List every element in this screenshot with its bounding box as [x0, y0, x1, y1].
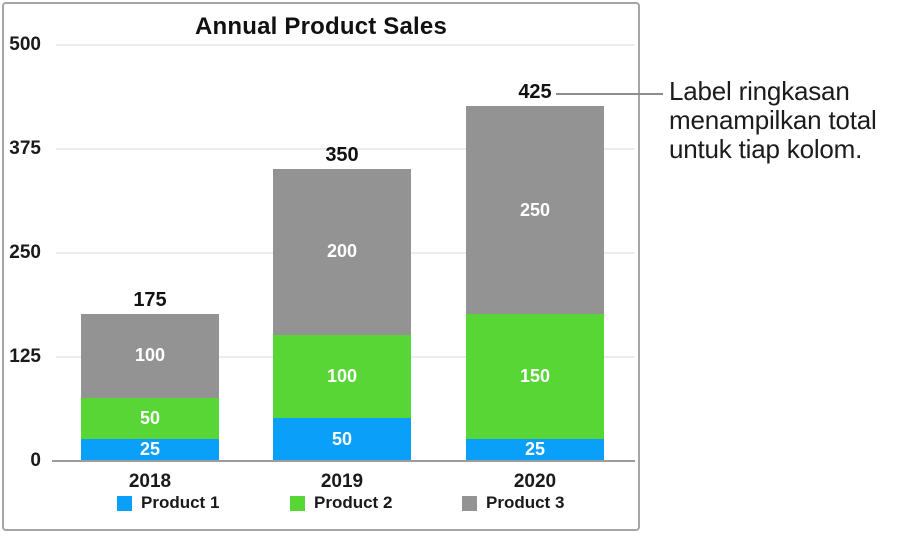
legend-swatch — [290, 495, 305, 511]
annotation-line-3: untuk tiap kolom. — [669, 134, 863, 164]
legend-swatch — [462, 495, 477, 511]
bar-segment-value: 150 — [519, 366, 551, 387]
bar-segment-value: 25 — [139, 439, 161, 460]
bar-segment-product-1: 25 — [466, 439, 604, 460]
annotation-text: Label ringkasan menampilkan total untuk … — [669, 77, 877, 164]
gridline — [56, 148, 635, 150]
legend-item-product-3: Product 3 — [462, 493, 564, 513]
bar-segment-value: 200 — [326, 241, 358, 262]
total-label: 350 — [325, 143, 359, 166]
bar-segment-value: 25 — [524, 439, 546, 460]
bar-segment-product-3: 200 — [273, 168, 411, 336]
bar-segment-value: 50 — [139, 407, 161, 428]
bar-segment-product-1: 50 — [273, 418, 411, 460]
bar-segment-value: 50 — [331, 428, 353, 449]
legend-swatch — [117, 495, 132, 511]
callout-line — [556, 93, 663, 95]
annotation-line-1: Label ringkasan — [669, 76, 850, 106]
bar-segment-product-3: 250 — [466, 106, 604, 315]
bar-segment-value: 250 — [519, 199, 551, 220]
annotation-line-2: menampilkan total — [669, 105, 877, 135]
chart-title: Annual Product Sales — [194, 13, 448, 40]
bar-segment-value: 100 — [134, 345, 166, 366]
bar-segment-product-2: 150 — [466, 314, 604, 440]
y-axis-tick-label: 250 — [9, 242, 41, 263]
x-axis-category-label: 2018 — [128, 471, 172, 492]
bar-segment-product-2: 100 — [273, 335, 411, 419]
legend-label: Product 3 — [486, 493, 565, 512]
bar-segment-value: 100 — [326, 366, 358, 387]
y-axis-tick-label: 0 — [30, 450, 41, 471]
x-axis-category-label: 2020 — [513, 471, 557, 492]
total-label: 175 — [133, 289, 167, 312]
bar-segment-product-1: 25 — [81, 439, 219, 460]
plot-area: 0 125 250 375 500 25 50 100 175 2018 50 100 200 350 20… — [4, 4, 638, 529]
bar-segment-product-2: 50 — [81, 397, 219, 440]
legend-label: Product 1 — [141, 493, 220, 512]
x-axis-category-label: 2019 — [320, 471, 364, 492]
legend-item-product-2: Product 2 — [290, 493, 392, 513]
y-axis-tick-label: 500 — [9, 34, 41, 55]
y-axis-tick-label: 125 — [9, 346, 41, 367]
y-axis-tick-label: 375 — [9, 138, 41, 159]
legend-item-product-1: Product 1 — [117, 493, 219, 513]
chart-card: Annual Product Sales 0 125 250 375 500 25 50 10… — [2, 2, 640, 531]
total-label: 425 — [518, 81, 552, 104]
bar-segment-product-3: 100 — [81, 314, 219, 398]
x-axis-line — [52, 460, 635, 462]
gridline — [56, 44, 635, 46]
legend-label: Product 2 — [314, 493, 393, 512]
